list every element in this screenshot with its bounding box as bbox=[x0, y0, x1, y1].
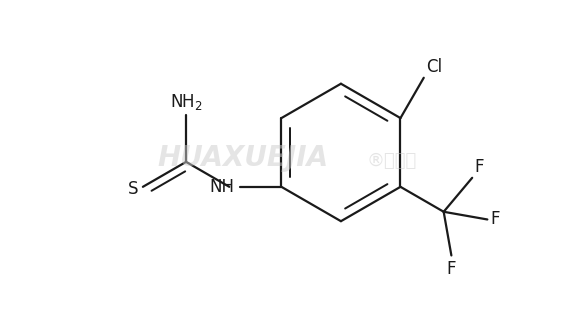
Text: F: F bbox=[490, 210, 500, 228]
Text: NH$_2$: NH$_2$ bbox=[170, 92, 203, 112]
Text: F: F bbox=[447, 260, 456, 278]
Text: ®化学加: ®化学加 bbox=[367, 152, 417, 170]
Text: S: S bbox=[128, 180, 138, 198]
Text: HUAXUEJIA: HUAXUEJIA bbox=[158, 144, 328, 172]
Text: NH: NH bbox=[210, 178, 235, 196]
Text: Cl: Cl bbox=[426, 58, 442, 76]
Text: F: F bbox=[475, 158, 484, 176]
